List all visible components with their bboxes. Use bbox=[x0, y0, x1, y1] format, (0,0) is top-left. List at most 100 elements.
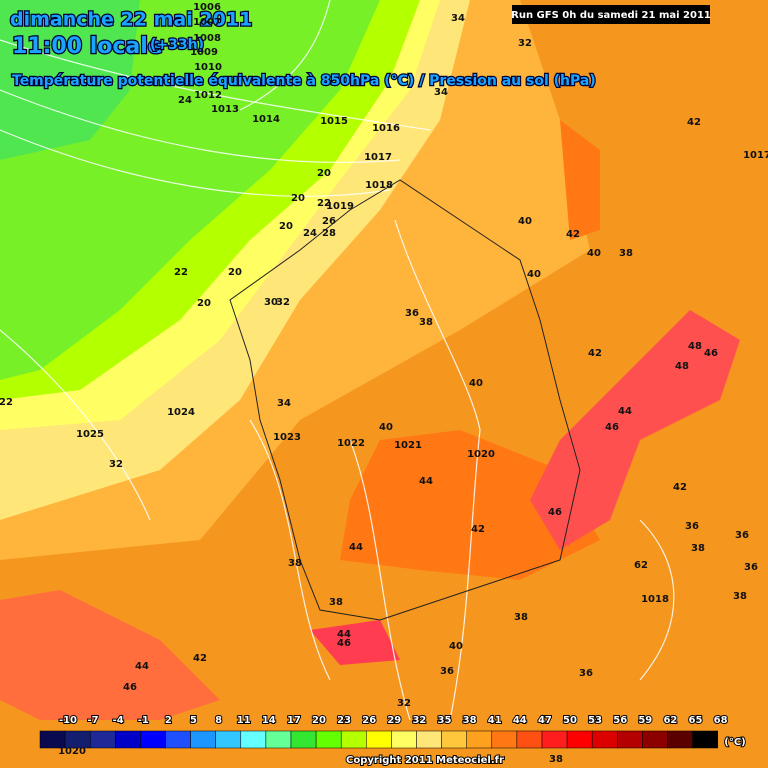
map-label: 38 bbox=[288, 558, 302, 569]
map-label: 32 bbox=[518, 38, 532, 49]
map-label: 1018 bbox=[365, 180, 393, 191]
map-label: 44 bbox=[337, 629, 351, 640]
legend-swatch bbox=[416, 730, 442, 749]
map-label: 20 bbox=[279, 221, 293, 232]
map-label: 62 bbox=[634, 560, 648, 571]
legend-swatch bbox=[541, 730, 568, 749]
legend-tick: 41 bbox=[488, 715, 502, 726]
map-label: 20 bbox=[197, 298, 211, 309]
map-label: 42 bbox=[673, 482, 687, 493]
legend-swatch bbox=[591, 730, 618, 749]
map-label: 20 bbox=[228, 267, 242, 278]
map-label: 1024 bbox=[167, 407, 195, 418]
map-label: 1008 bbox=[193, 33, 221, 44]
map-label: 38 bbox=[549, 754, 563, 765]
map-label: 1012 bbox=[194, 90, 222, 101]
legend-unit: (°C) bbox=[724, 737, 745, 748]
legend-swatch bbox=[115, 730, 141, 749]
legend-tick: -4 bbox=[113, 715, 124, 726]
map-label: 1010 bbox=[194, 62, 222, 73]
map-label: 46 bbox=[704, 348, 718, 359]
legend-tick: 65 bbox=[689, 715, 703, 726]
legend-swatch bbox=[240, 730, 267, 749]
map-label: 1016 bbox=[372, 123, 400, 134]
zone-very-hot bbox=[530, 310, 740, 550]
date: dimanche 22 mai 2011 bbox=[10, 9, 252, 31]
isobar bbox=[349, 439, 411, 721]
map-label: 38 bbox=[329, 597, 343, 608]
map-label: 42 bbox=[588, 348, 602, 359]
legend-swatch bbox=[642, 730, 668, 749]
isobar bbox=[239, 0, 331, 111]
map-label: 40 bbox=[379, 422, 393, 433]
legend-swatch bbox=[39, 730, 66, 749]
map-label: 1021 bbox=[394, 440, 422, 451]
legend-swatch bbox=[290, 730, 317, 749]
map-label: 46 bbox=[548, 507, 562, 518]
legend-tick: 11 bbox=[237, 715, 251, 726]
legend-tick: 59 bbox=[638, 715, 652, 726]
map-label: 40 bbox=[527, 269, 541, 280]
legend-tick: 5 bbox=[190, 715, 197, 726]
zone-hot-pyrenees bbox=[310, 620, 400, 665]
legend-swatch bbox=[340, 730, 367, 749]
legend-tick: 38 bbox=[463, 715, 477, 726]
map-label: 40 bbox=[518, 216, 532, 227]
map-label: 36 bbox=[440, 666, 454, 677]
map-label: 1006 bbox=[193, 2, 221, 13]
legend-tick: 62 bbox=[663, 715, 677, 726]
map-label: 44 bbox=[419, 476, 433, 487]
legend-swatch bbox=[315, 730, 342, 749]
map-label: 22 bbox=[174, 267, 188, 278]
legend-tick: 53 bbox=[588, 715, 602, 726]
legend-tick: 47 bbox=[538, 715, 552, 726]
legend-tick: 44 bbox=[513, 715, 527, 726]
isobar bbox=[0, 39, 431, 131]
subtitle: Température potentielle équivalente à 85… bbox=[12, 73, 596, 89]
time: 11:00 locale bbox=[12, 34, 163, 59]
run-box bbox=[512, 5, 710, 24]
map-label: 34 bbox=[277, 398, 291, 409]
legend-tick: 20 bbox=[312, 715, 326, 726]
map-label: 1015 bbox=[320, 116, 348, 127]
legend-swatch bbox=[215, 730, 242, 749]
legend-swatch bbox=[366, 730, 392, 749]
legend-tick: 35 bbox=[438, 715, 452, 726]
zone-hot-ne bbox=[560, 120, 600, 240]
map-label: 44 bbox=[618, 406, 632, 417]
isobar bbox=[0, 329, 151, 521]
legend-swatch bbox=[667, 730, 693, 749]
legend-tick: 23 bbox=[337, 715, 351, 726]
legend-tick: 17 bbox=[287, 715, 301, 726]
legend-tick: 14 bbox=[262, 715, 276, 726]
map-label: 1014 bbox=[252, 114, 280, 125]
map-label: 1020 bbox=[467, 449, 495, 460]
map-label: 34 bbox=[434, 87, 448, 98]
isobar-main bbox=[394, 219, 481, 721]
map-label: 24 bbox=[303, 228, 317, 239]
map-label: 38 bbox=[619, 248, 633, 259]
legend-tick: 2 bbox=[165, 715, 172, 726]
legend-tick: 32 bbox=[412, 715, 426, 726]
map-label: 1018 bbox=[641, 594, 669, 605]
map-label: 1022 bbox=[337, 438, 365, 449]
map-label: 1013 bbox=[211, 104, 239, 115]
map-label: 48 bbox=[675, 361, 689, 372]
map-label: 1020 bbox=[58, 746, 86, 757]
map-label: 36 bbox=[685, 521, 699, 532]
legend-tick: -10 bbox=[59, 715, 77, 726]
map-label: 44 bbox=[349, 542, 363, 553]
legend-tick: 50 bbox=[563, 715, 577, 726]
map-label: 22 bbox=[317, 198, 331, 209]
map-label: 42 bbox=[193, 653, 207, 664]
map-label: 36 bbox=[735, 530, 749, 541]
map-label: 38 bbox=[419, 317, 433, 328]
map-label: 1009 bbox=[190, 47, 218, 58]
legend-swatch bbox=[692, 730, 718, 749]
legend-swatch bbox=[391, 730, 417, 749]
legend-swatch bbox=[89, 730, 116, 749]
legend-tick: 8 bbox=[215, 715, 222, 726]
map-label: 46 bbox=[337, 638, 351, 649]
map-label: 38 bbox=[691, 543, 705, 554]
legend-swatch bbox=[64, 730, 91, 749]
